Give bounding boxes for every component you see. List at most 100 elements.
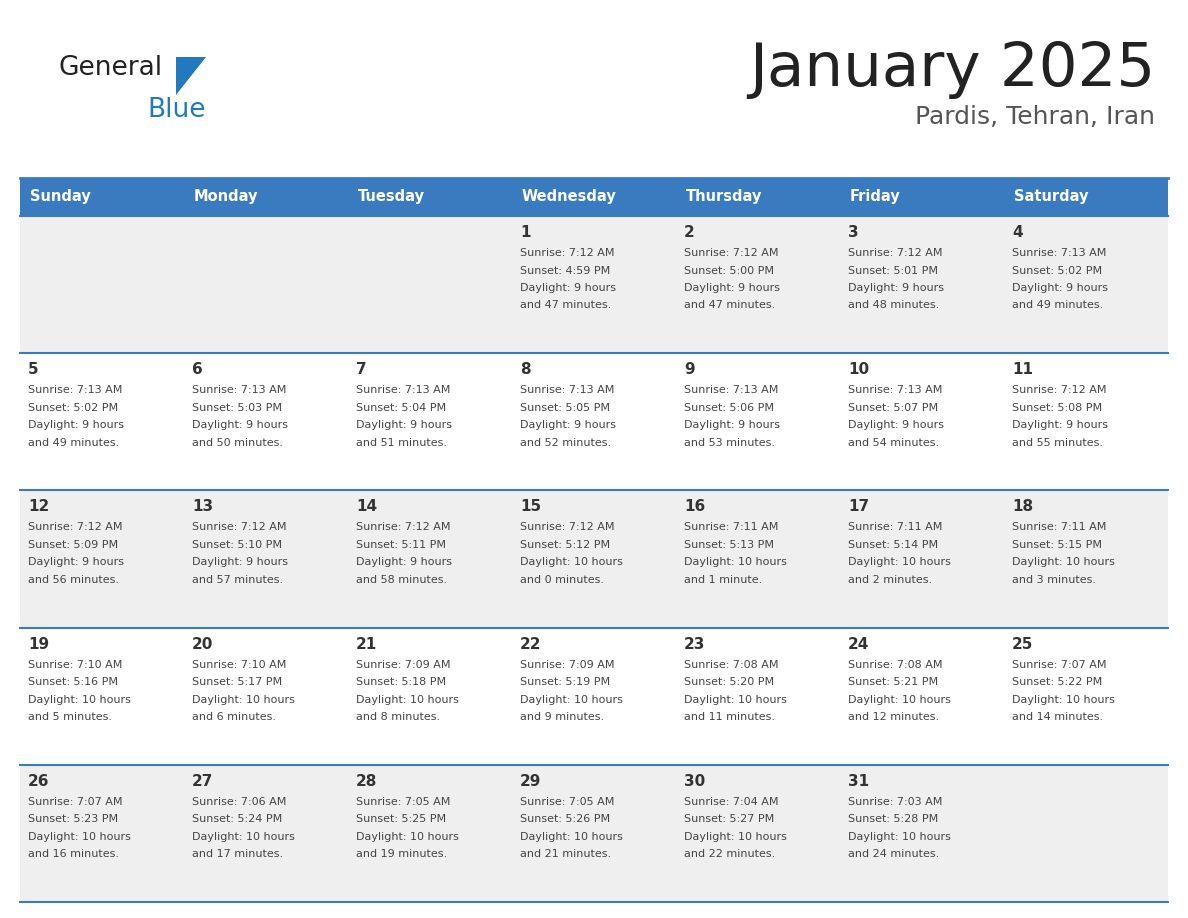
- Text: Sunset: 5:26 PM: Sunset: 5:26 PM: [520, 814, 611, 824]
- Text: 18: 18: [1012, 499, 1034, 514]
- Text: Sunrise: 7:11 AM: Sunrise: 7:11 AM: [1012, 522, 1106, 532]
- Text: Daylight: 10 hours: Daylight: 10 hours: [1012, 557, 1114, 567]
- Text: 10: 10: [848, 363, 870, 377]
- Text: 16: 16: [684, 499, 706, 514]
- Text: Daylight: 9 hours: Daylight: 9 hours: [29, 557, 124, 567]
- Text: Sunset: 5:09 PM: Sunset: 5:09 PM: [29, 540, 118, 550]
- Text: Sunrise: 7:10 AM: Sunrise: 7:10 AM: [29, 660, 122, 669]
- Text: and 49 minutes.: and 49 minutes.: [1012, 300, 1104, 310]
- Text: Daylight: 10 hours: Daylight: 10 hours: [848, 832, 950, 842]
- Text: Sunset: 5:00 PM: Sunset: 5:00 PM: [684, 265, 775, 275]
- Text: January 2025: January 2025: [748, 40, 1155, 99]
- Text: Daylight: 9 hours: Daylight: 9 hours: [1012, 420, 1108, 431]
- Bar: [20, 216, 184, 353]
- Bar: [20, 490, 184, 628]
- Bar: [676, 353, 840, 490]
- Bar: [840, 628, 1004, 765]
- Bar: [20, 765, 184, 902]
- Text: Sunrise: 7:12 AM: Sunrise: 7:12 AM: [1012, 386, 1106, 396]
- Bar: [512, 353, 676, 490]
- Text: Daylight: 9 hours: Daylight: 9 hours: [356, 557, 451, 567]
- Text: Daylight: 10 hours: Daylight: 10 hours: [520, 832, 623, 842]
- Text: Sunrise: 7:09 AM: Sunrise: 7:09 AM: [520, 660, 614, 669]
- Text: Sunrise: 7:04 AM: Sunrise: 7:04 AM: [684, 797, 778, 807]
- Text: 7: 7: [356, 363, 367, 377]
- Text: Daylight: 10 hours: Daylight: 10 hours: [356, 832, 459, 842]
- Text: 11: 11: [1012, 363, 1034, 377]
- Bar: [184, 628, 348, 765]
- Text: Sunset: 5:15 PM: Sunset: 5:15 PM: [1012, 540, 1102, 550]
- Text: Sunrise: 7:08 AM: Sunrise: 7:08 AM: [684, 660, 778, 669]
- Bar: [676, 178, 840, 216]
- Text: Sunrise: 7:07 AM: Sunrise: 7:07 AM: [1012, 660, 1106, 669]
- Text: Sunset: 5:11 PM: Sunset: 5:11 PM: [356, 540, 446, 550]
- Bar: [840, 353, 1004, 490]
- Text: 9: 9: [684, 363, 695, 377]
- Text: and 1 minute.: and 1 minute.: [684, 575, 763, 585]
- Text: and 2 minutes.: and 2 minutes.: [848, 575, 933, 585]
- Text: Sunrise: 7:11 AM: Sunrise: 7:11 AM: [684, 522, 778, 532]
- Text: Sunday: Sunday: [30, 189, 90, 205]
- Text: Blue: Blue: [147, 97, 206, 123]
- Text: 6: 6: [192, 363, 203, 377]
- Text: 24: 24: [848, 636, 870, 652]
- Text: Daylight: 9 hours: Daylight: 9 hours: [848, 283, 944, 293]
- Bar: [840, 490, 1004, 628]
- Text: Daylight: 10 hours: Daylight: 10 hours: [520, 557, 623, 567]
- Text: General: General: [58, 55, 162, 81]
- Text: Sunset: 5:19 PM: Sunset: 5:19 PM: [520, 677, 611, 687]
- Text: and 53 minutes.: and 53 minutes.: [684, 438, 775, 448]
- Bar: [348, 628, 512, 765]
- Text: and 14 minutes.: and 14 minutes.: [1012, 712, 1104, 722]
- Bar: [676, 765, 840, 902]
- Text: Sunrise: 7:12 AM: Sunrise: 7:12 AM: [520, 248, 614, 258]
- Text: Sunrise: 7:06 AM: Sunrise: 7:06 AM: [192, 797, 286, 807]
- Text: Sunset: 5:10 PM: Sunset: 5:10 PM: [192, 540, 282, 550]
- Text: 23: 23: [684, 636, 706, 652]
- Text: and 49 minutes.: and 49 minutes.: [29, 438, 119, 448]
- Text: 30: 30: [684, 774, 706, 789]
- Bar: [184, 353, 348, 490]
- Bar: [512, 628, 676, 765]
- Text: Sunset: 5:13 PM: Sunset: 5:13 PM: [684, 540, 775, 550]
- Text: and 54 minutes.: and 54 minutes.: [848, 438, 940, 448]
- Text: Daylight: 10 hours: Daylight: 10 hours: [520, 695, 623, 705]
- Text: Daylight: 10 hours: Daylight: 10 hours: [684, 557, 786, 567]
- Text: Sunrise: 7:05 AM: Sunrise: 7:05 AM: [520, 797, 614, 807]
- Text: Monday: Monday: [194, 189, 258, 205]
- Bar: [348, 178, 512, 216]
- Text: and 50 minutes.: and 50 minutes.: [192, 438, 283, 448]
- Text: 3: 3: [848, 225, 859, 240]
- Text: Sunset: 4:59 PM: Sunset: 4:59 PM: [520, 265, 611, 275]
- Text: Sunrise: 7:12 AM: Sunrise: 7:12 AM: [848, 248, 942, 258]
- Text: 1: 1: [520, 225, 531, 240]
- Text: Sunset: 5:25 PM: Sunset: 5:25 PM: [356, 814, 447, 824]
- Text: and 11 minutes.: and 11 minutes.: [684, 712, 775, 722]
- Text: 22: 22: [520, 636, 542, 652]
- Bar: [348, 353, 512, 490]
- Text: Pardis, Tehran, Iran: Pardis, Tehran, Iran: [915, 105, 1155, 129]
- Text: Sunrise: 7:13 AM: Sunrise: 7:13 AM: [356, 386, 450, 396]
- Text: 4: 4: [1012, 225, 1023, 240]
- Text: Thursday: Thursday: [685, 189, 763, 205]
- Text: 31: 31: [848, 774, 870, 789]
- Bar: [20, 178, 184, 216]
- Text: and 47 minutes.: and 47 minutes.: [684, 300, 776, 310]
- Text: Daylight: 9 hours: Daylight: 9 hours: [520, 283, 617, 293]
- Text: Sunrise: 7:12 AM: Sunrise: 7:12 AM: [684, 248, 778, 258]
- Text: Daylight: 9 hours: Daylight: 9 hours: [520, 420, 617, 431]
- Text: Sunset: 5:01 PM: Sunset: 5:01 PM: [848, 265, 939, 275]
- Text: and 58 minutes.: and 58 minutes.: [356, 575, 447, 585]
- Text: Sunset: 5:22 PM: Sunset: 5:22 PM: [1012, 677, 1102, 687]
- Text: Sunset: 5:28 PM: Sunset: 5:28 PM: [848, 814, 939, 824]
- Text: Daylight: 10 hours: Daylight: 10 hours: [684, 832, 786, 842]
- Bar: [1004, 490, 1168, 628]
- Text: and 6 minutes.: and 6 minutes.: [192, 712, 276, 722]
- Text: Sunrise: 7:13 AM: Sunrise: 7:13 AM: [848, 386, 942, 396]
- Text: and 19 minutes.: and 19 minutes.: [356, 849, 447, 859]
- Text: Daylight: 10 hours: Daylight: 10 hours: [848, 695, 950, 705]
- Bar: [512, 178, 676, 216]
- Text: Sunset: 5:07 PM: Sunset: 5:07 PM: [848, 403, 939, 413]
- Text: and 5 minutes.: and 5 minutes.: [29, 712, 112, 722]
- Bar: [184, 216, 348, 353]
